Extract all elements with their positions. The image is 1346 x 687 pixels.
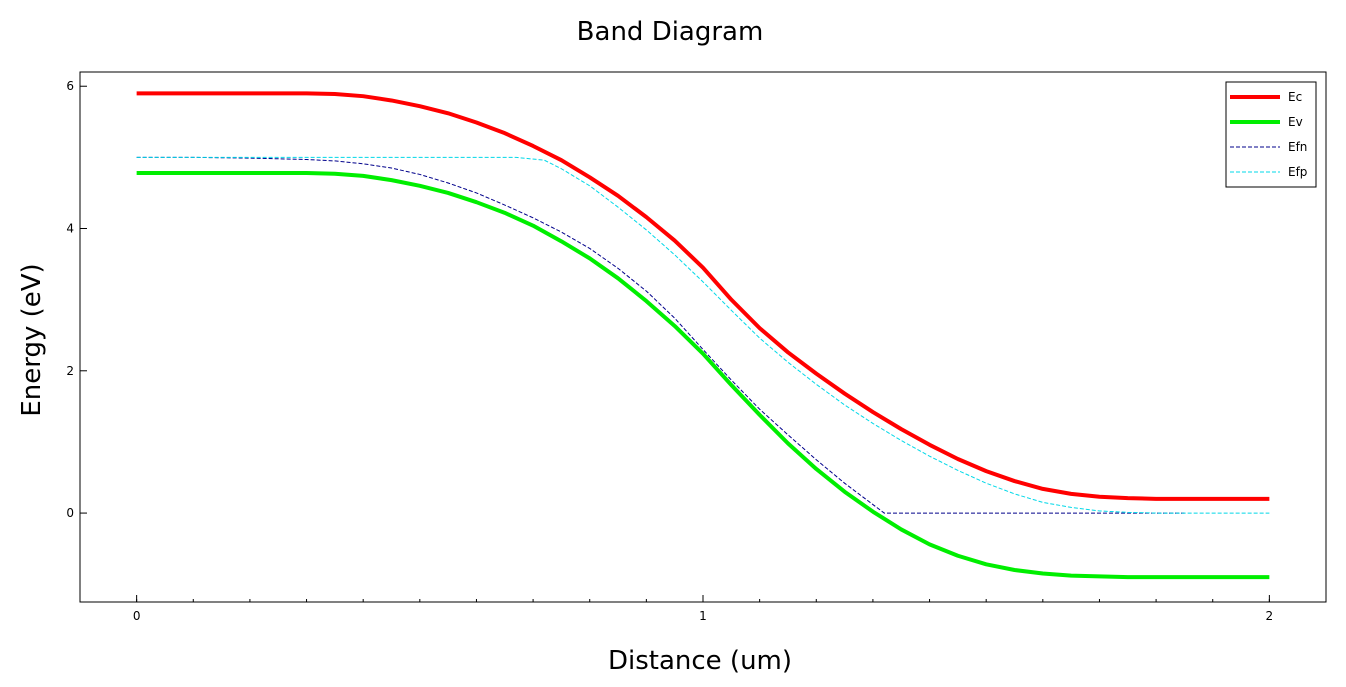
legend: Ec Ev Efn Efp <box>1225 81 1317 188</box>
y-tick-label: 0 <box>66 506 74 520</box>
legend-label-ev: Ev <box>1288 115 1303 129</box>
x-tick-label: 1 <box>699 609 707 623</box>
legend-label-efp: Efp <box>1288 165 1307 179</box>
x-tick-label: 2 <box>1266 609 1274 623</box>
series-layer <box>136 91 1270 580</box>
x-tick-label: 0 <box>133 609 141 623</box>
legend-label-efn: Efn <box>1288 140 1307 154</box>
series-line-ec <box>136 91 1270 501</box>
chart-title: Band Diagram <box>577 17 764 47</box>
y-tick-label: 2 <box>66 364 74 378</box>
y-axis-label: Energy (eV) <box>17 263 47 416</box>
series-line-ev <box>136 171 1270 580</box>
axis-ticks: 0 1 2 0 2 4 6 <box>66 79 1273 623</box>
legend-box <box>1225 81 1317 188</box>
series-line-efn <box>136 156 1185 514</box>
x-axis-label: Distance (um) <box>608 646 792 676</box>
series-line-efp <box>136 156 1270 514</box>
y-tick-label: 4 <box>66 222 74 236</box>
plot-frame <box>79 71 1327 603</box>
y-tick-label: 6 <box>66 79 74 93</box>
legend-label-ec: Ec <box>1288 90 1302 104</box>
